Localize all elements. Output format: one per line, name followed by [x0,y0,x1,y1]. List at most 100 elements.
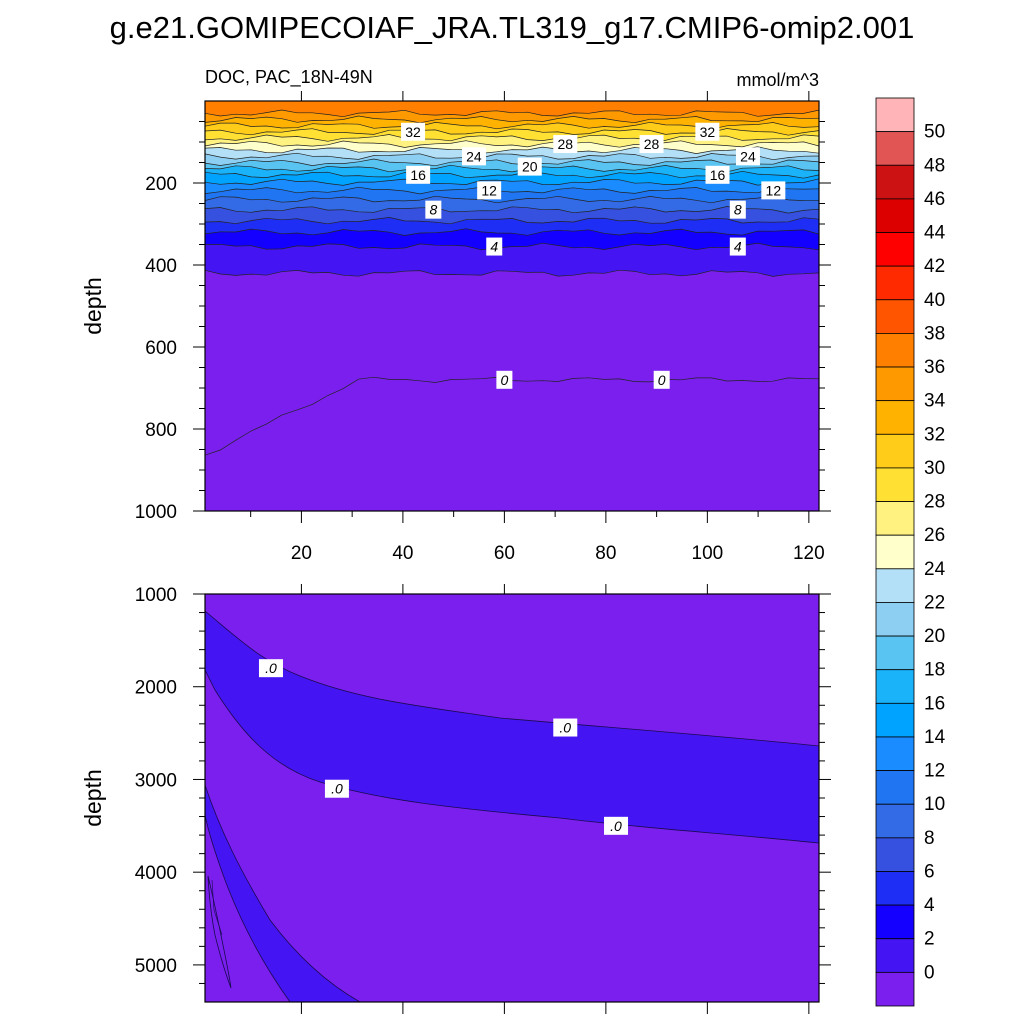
contour-line [205,140,819,148]
contour-label-bg [425,200,442,219]
contour-band [205,377,819,511]
colorbar-label: 50 [924,122,945,143]
contour-label-text: 16 [710,167,726,183]
upper-contour-fill [205,101,819,511]
y-tick-label: 5000 [135,956,177,977]
contour-label: 16 [705,165,730,184]
contour-line [205,217,819,225]
contour-label: .0 [604,816,629,835]
contour-band [205,165,819,179]
colorbar-label: 24 [924,559,946,580]
x-tick-label: 40 [392,543,413,564]
lower-axis-ticks: 1000 2000 3000 4000 5000 [135,584,831,1014]
contour-label: 20 [517,157,542,176]
colorbar-label: 2 [924,929,935,950]
contour-label-bg [729,237,746,256]
colorbar-swatch [875,433,915,469]
contour-line [205,228,819,236]
upper-units-title: mmol/m^3 [737,70,819,90]
y-tick-label: 2000 [135,678,177,699]
contour-label-bg [553,135,578,154]
contour-label-bg [695,122,720,141]
colorbar-swatch [875,501,915,536]
contour-label: .0 [324,779,349,798]
contour-label-text: .0 [331,781,343,797]
contour-label: 28 [553,135,578,154]
contour-label: 4 [729,237,746,256]
contour-label-text: 32 [700,124,716,140]
colorbar-label: 14 [924,727,946,748]
colorbar-label: 12 [924,761,945,782]
contour-label: .0 [553,718,578,737]
colorbar-swatch [875,333,915,368]
colorbar-label: 34 [924,391,946,412]
colorbar-label: 18 [924,660,945,681]
upper-panel: DOC, PAC_18N-49N mmol/m^3 32 32 28 28 24 24 20… [80,67,831,564]
colorbar-label: 36 [924,357,945,378]
colorbar-label: 22 [924,592,945,613]
colorbar-swatch [875,400,915,435]
colorbar-swatch [875,366,915,402]
y-tick-label: 200 [145,174,177,195]
contour-label-text: .0 [610,818,622,834]
y-tick-label: 400 [145,256,177,277]
lower-contour-fill [205,594,819,1002]
contour-label-bg [477,181,502,200]
colorbar-swatch [875,938,915,973]
contour-label: 12 [477,181,502,200]
contour-band [205,196,819,214]
contour-label-bg [258,659,283,678]
contour-line [205,146,819,154]
colorbar-label: 26 [924,525,945,546]
colorbar-label: 16 [924,693,945,714]
contour-label: 32 [695,122,720,141]
upper-left-title: DOC, PAC_18N-49N [205,67,373,88]
lower-panel: .0 .0 .0 .0 1000 2000 3000 4000 5000 depth [80,584,831,1014]
y-tick-label: 1000 [135,502,177,523]
contour-label-text: 4 [734,239,742,255]
contour-label-text: 28 [644,136,660,152]
y-tick-label: 800 [145,420,177,441]
contour-label-text: 0 [658,372,666,388]
colorbar-swatch [875,669,915,704]
colorbar-label: 28 [924,492,945,513]
contour-band [205,159,819,172]
contour-label-text: 12 [481,182,497,198]
colorbar-swatch [875,971,915,1007]
colorbar-label: 0 [924,962,935,983]
colorbar: 5048464442403836343230282624222018161412… [875,97,946,1007]
lower-band-region [205,610,819,844]
colorbar-label: 6 [924,861,935,882]
contour-label: 28 [639,135,664,154]
colorbar-label: 8 [924,828,935,849]
colorbar-label: 42 [924,256,945,277]
colorbar-label: 46 [924,189,945,210]
colorbar-swatch [875,736,915,771]
colorbar-label: 38 [924,323,945,344]
x-tick-label: 20 [291,543,312,564]
y-tick-label: 4000 [135,863,177,884]
x-tick-label: 80 [595,543,616,564]
colorbar-swatch [875,232,915,267]
lower-contour-labels: .0 .0 .0 .0 [258,659,629,835]
lower-small-contour-2 [211,879,223,936]
contour-line [205,269,819,277]
contour-label-text: .0 [265,660,277,676]
colorbar-swatch [875,131,915,166]
contour-label-bg [735,147,760,166]
colorbar-swatch [875,871,915,906]
contour-band [205,178,819,194]
contour-label: 8 [729,200,746,219]
chart-title: g.e21.GOMIPECOIAF_JRA.TL319_g17.CMIP6-om… [110,10,915,45]
colorbar-swatch [875,299,915,334]
x-tick-label: 120 [793,543,825,564]
contour-label-text: 24 [466,148,482,164]
contour-label-bg [705,165,730,184]
contour-label: 16 [406,165,431,184]
y-tick-label: 600 [145,338,177,359]
contour-line [205,158,819,167]
contour-line [205,206,819,214]
contour-label: 0 [653,370,670,389]
colorbar-swatch [875,770,915,805]
